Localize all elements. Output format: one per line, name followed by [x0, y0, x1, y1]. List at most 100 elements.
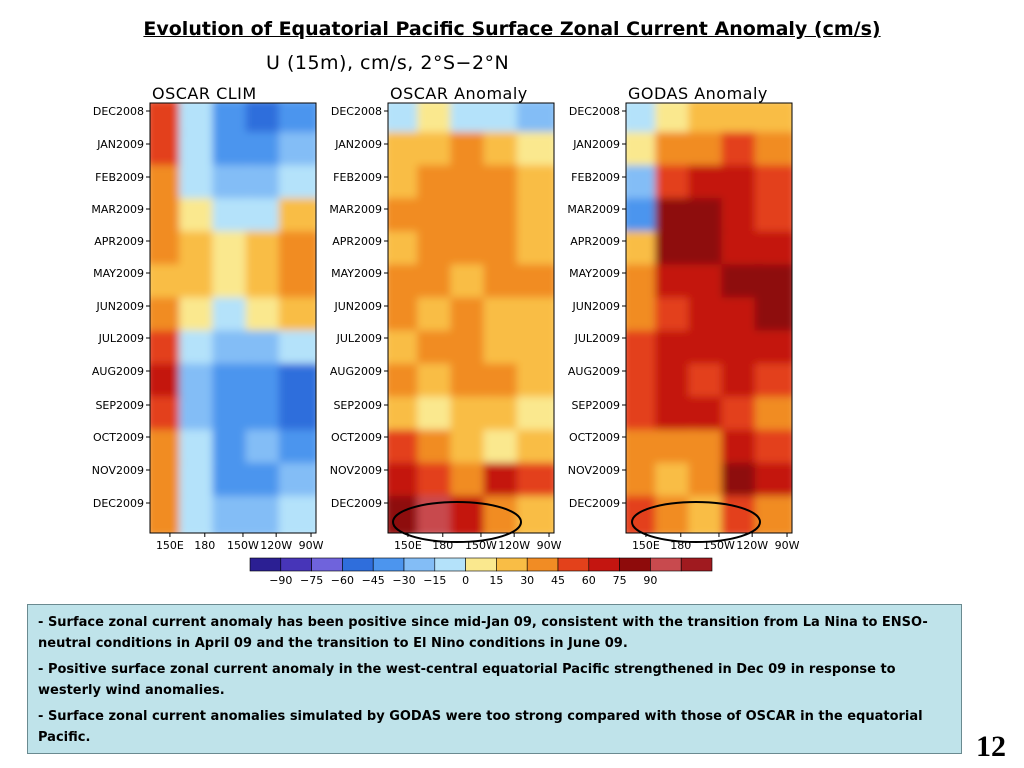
y-tick-label: AUG2009 [330, 365, 382, 378]
panel-title-oscar-anomaly: OSCAR Anomaly [390, 84, 528, 103]
colorbar-swatch [249, 557, 282, 572]
y-tick-label: AUG2009 [568, 365, 620, 378]
note-item: - Surface zonal current anomaly has been… [38, 612, 951, 654]
y-tick-label: APR2009 [94, 235, 144, 248]
colorbar-swatch [588, 557, 620, 572]
page-number: 12 [976, 730, 1006, 763]
heatmap-cell [754, 495, 792, 533]
y-tick-label: NOV2009 [330, 464, 382, 477]
y-tick-label: MAR2009 [91, 203, 144, 216]
colorbar: −90 −75 −60 −45 −30 −15 0 15 30 45 60 75 90 [249, 557, 713, 587]
heatmap-panel: DEC2008 JAN2009 FEB2009 MAR2009 APR2009 MAY20… [91, 102, 324, 552]
y-tick-label: OCT2009 [569, 431, 620, 444]
y-tick-label: DEC2009 [93, 497, 144, 510]
y-tick-label: SEP2009 [95, 399, 144, 412]
x-tick-label: 120W [736, 539, 768, 552]
panel-title-godas-anomaly: GODAS Anomaly [628, 84, 768, 103]
highlight-ellipse-oscar [392, 501, 522, 543]
panel-title-oscar-clim: OSCAR CLIM [152, 84, 257, 103]
colorbar-swatch [680, 557, 713, 572]
notes-box: - Surface zonal current anomaly has been… [27, 604, 962, 754]
y-tick-label: NOV2009 [568, 464, 620, 477]
y-tick-label: DEC2008 [331, 105, 382, 118]
y-tick-label: FEB2009 [571, 171, 620, 184]
colorbar-label: −60 [331, 574, 354, 587]
colorbar-swatch [557, 557, 590, 572]
colorbar-label: −75 [300, 574, 323, 587]
y-tick-label: MAR2009 [329, 203, 382, 216]
panel-frame [625, 102, 793, 534]
x-tick-label: 150E [632, 539, 660, 552]
colorbar-swatch [496, 557, 528, 572]
note-bullet: - [38, 662, 44, 677]
y-tick-label: JAN2009 [96, 138, 144, 151]
y-tick-label: NOV2009 [92, 464, 144, 477]
colorbar-label: 75 [613, 574, 627, 587]
heatmap-cell [516, 495, 554, 533]
y-tick-label: JAN2009 [572, 138, 620, 151]
x-tick-label: 150E [394, 539, 422, 552]
y-tick-label: JUL2009 [98, 332, 144, 345]
panel-frame [387, 102, 555, 534]
colorbar-label: −90 [269, 574, 292, 587]
note-text: Surface zonal current anomaly has been p… [38, 615, 928, 651]
y-tick-label: JUN2009 [333, 300, 382, 313]
highlight-ellipse-godas [631, 501, 761, 543]
y-tick-label: DEC2008 [93, 105, 144, 118]
colorbar-swatch [342, 557, 374, 572]
y-tick-label: MAR2009 [567, 203, 620, 216]
y-tick-label: JUL2009 [336, 332, 382, 345]
y-tick-label: DEC2009 [331, 497, 382, 510]
x-tick-label: 150E [156, 539, 184, 552]
y-tick-label: JUN2009 [571, 300, 620, 313]
y-tick-label: FEB2009 [333, 171, 382, 184]
colorbar-label: 15 [489, 574, 503, 587]
heatmap-cell [278, 495, 316, 533]
y-tick-label: OCT2009 [93, 431, 144, 444]
colorbar-swatch [434, 557, 466, 572]
colorbar-label: −15 [423, 574, 446, 587]
colorbar-label: 60 [582, 574, 596, 587]
colorbar-label: 90 [643, 574, 657, 587]
y-tick-label: JUN2009 [95, 300, 144, 313]
colorbar-label: −30 [392, 574, 415, 587]
x-tick-label: 180 [194, 539, 215, 552]
note-bullet: - [38, 615, 44, 630]
note-text: Positive surface zonal current anomaly i… [38, 662, 896, 698]
colorbar-swatch [403, 557, 436, 572]
colorbar-swatch [650, 557, 682, 572]
y-tick-label: FEB2009 [95, 171, 144, 184]
colorbar-swatch [465, 557, 497, 572]
y-tick-label: APR2009 [570, 235, 620, 248]
y-tick-label: DEC2008 [569, 105, 620, 118]
x-tick-label: 90W [299, 539, 324, 552]
heatmap-panel: DEC2008 JAN2009 FEB2009 MAR2009 APR2009 MAY20… [329, 102, 562, 552]
note-bullet: - [38, 709, 44, 724]
hovmoller-figure: DEC2008 JAN2009 FEB2009 MAR2009 APR2009 MAY20… [91, 102, 800, 587]
x-tick-label: 150W [227, 539, 259, 552]
heatmap-panels: DEC2008 JAN2009 FEB2009 MAR2009 APR2009 MAY20… [91, 102, 800, 552]
y-tick-label: SEP2009 [571, 399, 620, 412]
colorbar-swatch [526, 557, 559, 572]
y-tick-label: SEP2009 [333, 399, 382, 412]
slide-title: Evolution of Equatorial Pacific Surface … [143, 18, 881, 40]
y-tick-label: DEC2009 [569, 497, 620, 510]
x-tick-label: 120W [260, 539, 292, 552]
x-tick-label: 120W [498, 539, 530, 552]
y-tick-label: MAY2009 [93, 267, 144, 280]
colorbar-label: 30 [520, 574, 534, 587]
y-tick-label: AUG2009 [92, 365, 144, 378]
colorbar-swatch [280, 557, 312, 572]
colorbar-swatch [372, 557, 405, 572]
figure-title: U (15m), cm/s, 2°S−2°N [266, 52, 510, 74]
note-item: - Positive surface zonal current anomaly… [38, 659, 951, 701]
note-text: Surface zonal current anomalies simulate… [38, 709, 923, 745]
y-tick-label: JUL2009 [574, 332, 620, 345]
colorbar-swatch [311, 557, 343, 572]
colorbar-label: 0 [462, 574, 469, 587]
colorbar-label: −45 [362, 574, 385, 587]
y-tick-label: OCT2009 [331, 431, 382, 444]
panel-frame [149, 102, 317, 534]
y-tick-label: APR2009 [332, 235, 382, 248]
colorbar-swatch [619, 557, 651, 572]
